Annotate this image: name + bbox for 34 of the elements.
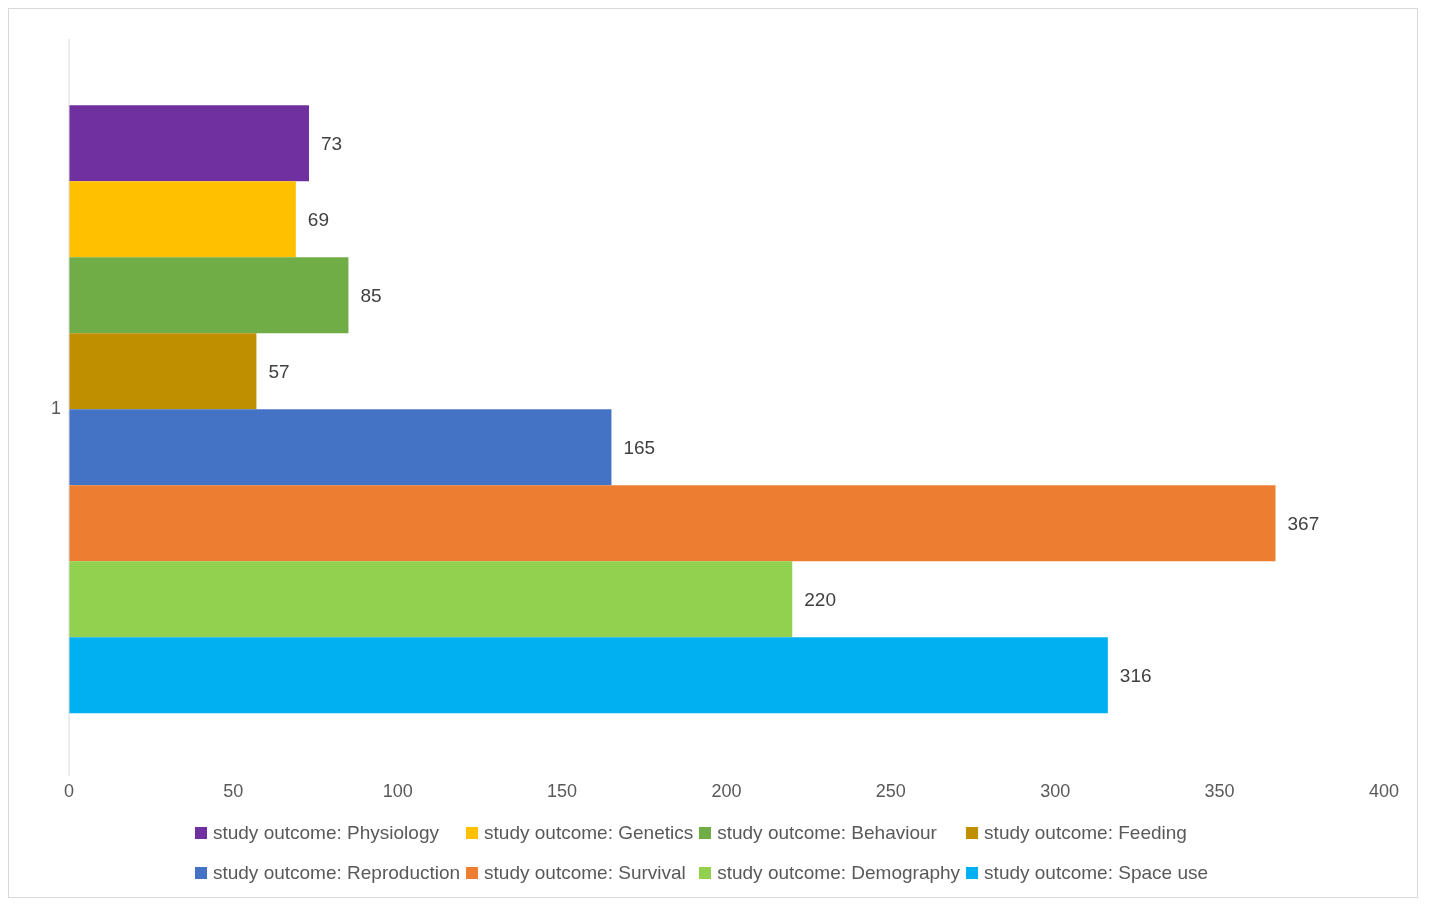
bar [69,485,1276,562]
x-tick-label: 200 [711,780,742,801]
bar [69,181,296,258]
legend-label: study outcome: Space use [984,862,1209,884]
x-tick-label: 0 [63,780,75,801]
legend-label: study outcome: Demography [717,862,961,884]
data-label: 220 [804,589,836,611]
x-tick-label: 100 [382,780,413,801]
bar [69,409,612,486]
data-label: 57 [268,361,290,383]
x-tick-label: 300 [1040,780,1071,801]
x-tick-label: 250 [875,780,906,801]
legend-label: study outcome: Reproduction [212,862,461,884]
legend-label: study outcome: Feeding [984,822,1187,844]
y-tick-label: 1 [50,397,61,418]
x-tick-label: 400 [1368,780,1400,801]
data-label: 316 [1119,665,1152,687]
x-tick-label: 150 [547,780,578,801]
bar [69,105,309,182]
legend-label: study outcome: Physiology [212,822,439,844]
data-label: 73 [320,133,343,155]
x-tick-label: 50 [223,780,244,801]
data-label: 367 [1287,513,1320,535]
x-tick-label: 350 [1204,780,1235,801]
bar [69,637,1108,714]
bar [69,333,257,410]
bar [69,257,349,334]
data-label: 69 [307,209,329,231]
bar [69,561,793,638]
legend-label: study outcome: Genetics [484,822,694,844]
data-label: 85 [360,285,382,307]
data-label: 165 [623,437,656,459]
legend-label: study outcome: Behaviour [717,822,937,844]
legend-label: study outcome: Survival [484,862,686,884]
